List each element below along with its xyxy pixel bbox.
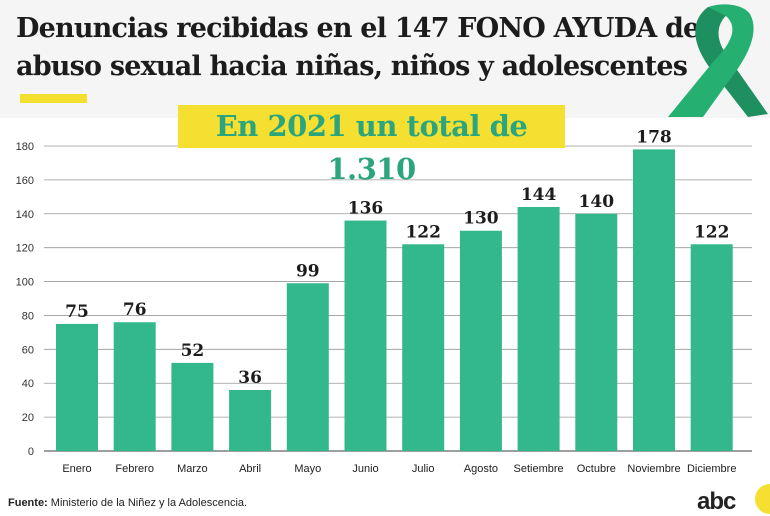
data-label: 36: [238, 368, 262, 388]
total-badge: En 2021 un total de 1.310: [178, 105, 565, 186]
y-tick-label: 80: [22, 310, 34, 322]
bar-setiembre: [517, 207, 560, 451]
title-line-2: abuso sexual hacia niñas, niños y adoles…: [16, 51, 688, 82]
bar-enero: [56, 323, 98, 451]
bar-mayo: [286, 283, 329, 451]
y-tick-label: 20: [22, 412, 34, 424]
bar-noviembre: [633, 149, 675, 451]
bar-octubre: [575, 213, 618, 451]
x-tick-label: Marzo: [177, 463, 208, 475]
data-label: 136: [348, 199, 384, 219]
y-tick-label: 0: [28, 446, 34, 458]
bar-agosto: [459, 230, 502, 451]
logo-dot: [755, 484, 770, 514]
source-note: Fuente: Ministerio de la Niñez y la Adol…: [8, 497, 247, 509]
x-tick-label: Agosto: [464, 463, 498, 475]
data-label: 140: [579, 192, 615, 212]
abc-logo: abc: [697, 488, 736, 515]
bar-febrero: [113, 322, 156, 451]
y-tick-label: 180: [16, 141, 34, 153]
header-background: [0, 0, 770, 118]
source-label: Fuente:: [8, 497, 48, 509]
awareness-ribbon-icon: [668, 4, 768, 117]
x-tick-label: Enero: [62, 463, 91, 475]
bar-abril: [229, 390, 272, 451]
x-tick-label: Julio: [412, 463, 435, 475]
data-label: 122: [694, 222, 730, 242]
title-underline: [20, 94, 87, 103]
bar-junio: [344, 220, 387, 451]
bar-chart: 0 20 40 60 80 100 120 140 160 180 75 Enero 76 Febrero…: [16, 127, 752, 475]
data-label: 130: [463, 209, 499, 229]
x-tick-label: Mayo: [294, 463, 321, 475]
x-tick-label: Noviembre: [627, 463, 680, 475]
x-tick-label: Abril: [239, 463, 261, 475]
data-label: 178: [636, 127, 672, 147]
data-label: 76: [123, 300, 147, 320]
data-label: 99: [296, 261, 320, 281]
y-tick-label: 60: [22, 344, 34, 356]
data-label: 75: [65, 302, 89, 322]
bar-marzo: [171, 362, 214, 451]
x-tick-label: Setiembre: [514, 463, 564, 475]
data-label: 144: [521, 185, 557, 205]
y-tick-label: 40: [22, 378, 34, 390]
x-tick-label: Diciembre: [687, 463, 737, 475]
title-line-1: Denuncias recibidas en el 147 FONO AYUDA…: [16, 13, 700, 44]
source-text: Ministerio de la Niñez y la Adolescencia…: [47, 497, 248, 509]
data-label: 122: [405, 222, 441, 242]
x-tick-label: Febrero: [115, 463, 154, 475]
y-tick-label: 140: [16, 209, 34, 221]
y-tick-label: 160: [16, 175, 34, 187]
y-tick-label: 120: [16, 243, 34, 255]
bar-diciembre: [690, 244, 733, 451]
x-tick-label: Junio: [352, 463, 378, 475]
x-tick-label: Octubre: [577, 463, 616, 475]
chart-title: Denuncias recibidas en el 147 FONO AYUDA…: [16, 10, 700, 86]
y-tick-label: 100: [16, 277, 34, 289]
data-label: 52: [181, 341, 205, 361]
bar-julio: [402, 244, 445, 451]
